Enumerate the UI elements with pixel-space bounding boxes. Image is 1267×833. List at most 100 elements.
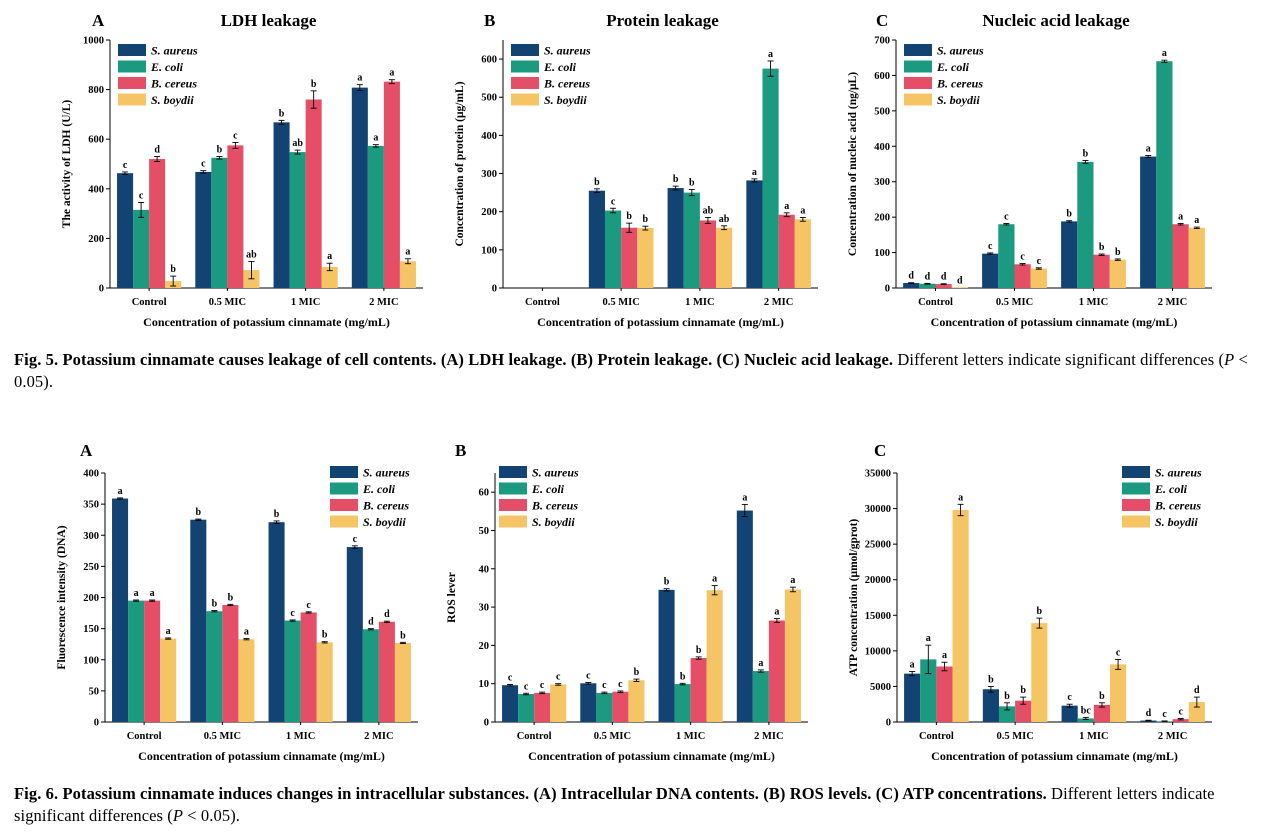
fig6A-legend-swatch [330, 482, 358, 495]
fig6B-significance-letter: c [556, 672, 561, 683]
fig5C-chart: C Nucleic acid leakage 0 100 200 300 400 500 600… [847, 11, 1212, 329]
fig6C-legend-swatch [1122, 499, 1150, 511]
fig5B-legend-swatch [511, 44, 539, 56]
fig5B-xtick-label: 0.5 MIC [602, 297, 639, 308]
fig5A-bar [211, 157, 228, 288]
fig6B-legend-swatch [499, 515, 527, 528]
fig5A-significance-letter: b [279, 108, 285, 119]
fig6C-bar [1015, 700, 1032, 722]
fig5B-legend-label: B. cereus [543, 77, 590, 91]
fig5C-ytick-label: 0 [885, 284, 890, 295]
fig5-caption: Fig. 5. Potassium cinnamate causes leaka… [14, 349, 1252, 393]
fig5B-bar [762, 68, 779, 288]
fig6A-significance-letter: b [322, 630, 328, 641]
fig6C-legend-swatch [1122, 466, 1150, 478]
fig6B-significance-letter: b [696, 645, 702, 656]
fig6B-xtick-label: 2 MIC [754, 731, 783, 742]
fig5B-ytick-label: 600 [481, 55, 497, 66]
fig6A-ytick-label: 400 [83, 469, 99, 480]
fig6C-bar [1110, 664, 1127, 722]
fig5B-ytick-label: 100 [481, 245, 497, 256]
fig5A-legend-label: E. coli [150, 60, 184, 74]
fig6B-legend-label: S. aureus [532, 466, 579, 480]
fig5C-bar [1061, 221, 1078, 288]
fig5A-legend-swatch [118, 93, 146, 106]
fig6A-significance-letter: c [353, 534, 358, 545]
fig6A-xtick-label: 0.5 MIC [204, 731, 241, 742]
fig6C-significance-letter: b [1020, 685, 1026, 696]
fig5A-significance-letter: c [201, 159, 206, 170]
fig6A-significance-letter: b [400, 630, 406, 641]
fig5A-significance-letter: d [154, 145, 160, 156]
fig5B-ytick-label: 300 [481, 169, 497, 180]
fig5B-significance-letter: b [626, 211, 632, 222]
fig5B-bar [637, 228, 654, 288]
fig6B-significance-letter: a [742, 492, 747, 503]
fig6C-significance-letter: b [988, 674, 994, 685]
fig6B-bar [502, 685, 519, 722]
fig5C-significance-letter: c [1037, 256, 1042, 267]
fig5B-significance-letter: a [768, 49, 773, 60]
fig5C-significance-letter: a [1194, 215, 1199, 226]
fig6B-xtick-label: Control [517, 731, 552, 742]
fig6C-bar [936, 666, 953, 722]
fig5C-significance-letter: b [1115, 247, 1121, 258]
fig5B-bar [683, 192, 700, 288]
fig6B-bar [596, 692, 613, 722]
fig5C-bar [998, 224, 1015, 288]
fig6C-significance-letter: a [958, 492, 963, 503]
fig6B-bar [706, 590, 723, 722]
fig6B-panel-label: B [455, 441, 466, 460]
fig5C-significance-letter: c [1020, 252, 1025, 263]
fig6B-significance-letter: a [774, 607, 779, 618]
fig6A-ytick-label: 150 [83, 624, 99, 635]
fig6B-bar [752, 671, 769, 722]
fig6A-ytick-label: 350 [83, 500, 99, 511]
fig6A-legend-label: S. aureus [363, 466, 410, 480]
fig5A-legend-label: S. boydii [151, 93, 194, 107]
fig6C-significance-letter: c [1116, 647, 1121, 658]
fig6C-ytick-label: 35000 [865, 469, 891, 480]
fig5A-bar [133, 209, 150, 288]
fig5A-ytick-label: 600 [88, 135, 104, 146]
fig6C-xtick-label: Control [919, 731, 954, 742]
fig5A-legend-swatch [118, 44, 146, 56]
fig5C-significance-letter: d [925, 271, 931, 282]
fig6B-bar [784, 589, 801, 722]
fig5C-significance-letter: a [1146, 143, 1151, 154]
fig5B-xtick-label: Control [525, 297, 560, 308]
fig5B-bar [604, 210, 622, 288]
fig5B-legend-swatch [511, 60, 539, 73]
fig5C-bar [1014, 264, 1031, 288]
fig6B-bar [534, 692, 551, 722]
fig5C-xtick-label: 0.5 MIC [996, 297, 1033, 308]
fig6-caption: Fig. 6. Potassium cinnamate induces chan… [14, 783, 1252, 827]
fig6C-bar [1188, 702, 1205, 722]
fig6B-significance-letter: c [586, 671, 591, 682]
fig6B-bar [580, 683, 597, 722]
fig6B-ytick-label: 40 [479, 564, 490, 575]
fig5A-bar [383, 81, 400, 288]
fig5A-bar [305, 99, 322, 289]
fig5A-legend-swatch [118, 60, 146, 73]
fig5A-significance-letter: ab [246, 249, 257, 260]
fig5A-ytick-label: 800 [88, 85, 104, 96]
fig5C-bar [903, 283, 920, 288]
fig6A-legend-swatch [330, 515, 358, 528]
fig5B-significance-letter: c [611, 196, 616, 207]
fig6B-bar [550, 684, 567, 722]
fig5B-significance-letter: b [673, 174, 679, 185]
fig6C-panel-label: C [874, 441, 886, 460]
fig6C-legend-swatch [1122, 482, 1150, 495]
fig6A-chart: A 0 50 100 150 200 250 300 350 400 Fluorescence in… [56, 441, 418, 763]
fig5A-bar [289, 152, 306, 288]
fig6B-ytick-label: 60 [479, 488, 490, 499]
fig6C-significance-letter: d [1194, 685, 1200, 696]
fig5C-bar [1093, 254, 1110, 288]
fig6C-xlabel: Concentration of potassium cinnamate (mg… [931, 749, 1178, 763]
fig5B-panel-label: B [484, 11, 495, 30]
fig6B-chart: B 0 10 20 30 40 50 60 ROS lever Concentration of … [446, 441, 808, 763]
fig5A-legend-swatch [118, 77, 146, 89]
fig5C-bar [1030, 268, 1047, 288]
